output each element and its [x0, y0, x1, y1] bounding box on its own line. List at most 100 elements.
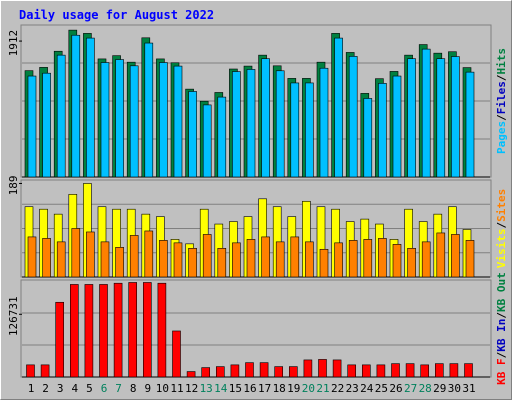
bar-sites-day-25 [378, 238, 387, 278]
bar-sites-day-7 [115, 247, 124, 278]
bar-kbytes-day-4 [70, 284, 79, 378]
x-day-label-24: 24 [360, 382, 374, 395]
legend-item: Files [495, 81, 508, 114]
bar-sites-day-6 [100, 241, 110, 278]
bar-sites-day-27 [407, 247, 416, 278]
bar-sites-day-11 [173, 242, 183, 278]
x-day-label-22: 22 [331, 382, 344, 395]
bar-files-day-19 [290, 82, 300, 178]
bar-kbytes-day-20 [303, 359, 313, 378]
bar-files-day-26 [392, 75, 402, 178]
bar-sites-day-16 [246, 239, 256, 278]
bar-kbytes-day-25 [376, 364, 386, 378]
x-day-label-5: 5 [86, 382, 93, 395]
bar-files-day-17 [261, 58, 270, 178]
legend-separator: / [495, 312, 508, 319]
x-day-label-16: 16 [243, 382, 256, 395]
bar-kbytes-day-17 [259, 362, 269, 378]
legend-separator: / [495, 114, 508, 121]
x-day-label-23: 23 [346, 382, 359, 395]
bar-sites-day-2 [42, 238, 51, 278]
legend-item: Visits [495, 229, 508, 269]
bar-files-day-31 [465, 71, 475, 178]
bar-kbytes-day-13 [201, 367, 210, 378]
legend-separator: / [495, 74, 508, 81]
bar-files-day-14 [217, 96, 227, 178]
bar-files-day-24 [363, 98, 373, 178]
x-day-label-19: 19 [287, 382, 300, 395]
x-day-label-31: 31 [462, 382, 475, 395]
legend-item: Hits [495, 48, 508, 75]
bar-files-day-30 [451, 56, 460, 178]
bar-files-day-10 [159, 62, 168, 178]
bar-kbytes-day-16 [245, 362, 254, 378]
x-day-label-12: 12 [185, 382, 198, 395]
x-day-label-14: 14 [214, 382, 228, 395]
x-day-label-8: 8 [130, 382, 137, 395]
y-tick-label: 189 [7, 176, 20, 196]
legend-item: Pages [495, 121, 508, 154]
bar-sites-day-4 [71, 228, 81, 278]
bar-kbytes-day-5 [84, 284, 94, 378]
bar-sites-day-9 [144, 230, 154, 278]
bar-files-day-23 [348, 56, 358, 178]
bar-sites-day-15 [232, 242, 241, 278]
bar-files-day-20 [305, 82, 314, 178]
bar-kbytes-day-6 [99, 284, 108, 378]
x-day-label-17: 17 [258, 382, 271, 395]
bar-files-day-12 [188, 91, 197, 178]
bar-sites-day-21 [319, 248, 329, 278]
x-day-label-9: 9 [144, 382, 151, 395]
bar-files-day-28 [421, 48, 431, 178]
x-day-label-21: 21 [316, 382, 329, 395]
bar-files-day-3 [56, 54, 66, 178]
bar-sites-day-1 [27, 236, 37, 278]
bar-sites-day-22 [334, 242, 343, 278]
x-day-label-18: 18 [273, 382, 286, 395]
bar-kbytes-day-18 [274, 366, 284, 378]
bar-sites-day-20 [305, 241, 314, 278]
bar-files-day-9 [144, 42, 154, 178]
x-day-label-3: 3 [57, 382, 64, 395]
bar-files-day-16 [246, 69, 256, 178]
x-day-label-4: 4 [71, 382, 78, 395]
x-day-label-26: 26 [389, 382, 402, 395]
x-day-label-13: 13 [200, 382, 213, 395]
x-day-label-1: 1 [28, 382, 35, 395]
legend-separator: / [495, 222, 508, 229]
legend-item: KB F [495, 358, 508, 385]
bar-kbytes-day-11 [172, 330, 181, 378]
bar-files-day-8 [129, 65, 139, 178]
legend-panel-2: Visits/Sites [495, 189, 508, 269]
bar-sites-day-8 [129, 235, 139, 278]
bar-kbytes-day-31 [464, 363, 473, 378]
x-day-label-6: 6 [101, 382, 108, 395]
bar-sites-day-5 [86, 231, 95, 278]
bar-files-day-27 [407, 58, 416, 178]
x-day-label-15: 15 [229, 382, 242, 395]
bar-sites-day-28 [421, 241, 431, 278]
bar-files-day-21 [319, 67, 329, 178]
legend-item: KB Out [495, 272, 508, 312]
bar-files-day-29 [436, 58, 446, 178]
bar-files-day-25 [378, 83, 387, 178]
bar-files-day-5 [86, 37, 95, 178]
bar-kbytes-day-23 [347, 364, 357, 378]
bar-sites-day-29 [436, 232, 446, 278]
bar-sites-day-13 [202, 234, 212, 278]
bar-kbytes-day-8 [128, 282, 137, 378]
bar-files-day-2 [42, 72, 51, 178]
bar-files-day-22 [334, 37, 343, 178]
x-day-label-28: 28 [419, 382, 432, 395]
bar-kbytes-day-30 [449, 363, 459, 378]
bar-files-day-18 [275, 70, 285, 178]
bar-sites-day-31 [465, 240, 475, 278]
bar-kbytes-day-7 [113, 282, 123, 378]
bar-files-day-13 [202, 104, 212, 178]
bar-files-day-7 [115, 59, 124, 178]
x-day-label-25: 25 [375, 382, 388, 395]
chart-title: Daily usage for August 2022 [19, 8, 214, 22]
x-day-label-30: 30 [448, 382, 461, 395]
bar-kbytes-day-22 [332, 359, 342, 378]
